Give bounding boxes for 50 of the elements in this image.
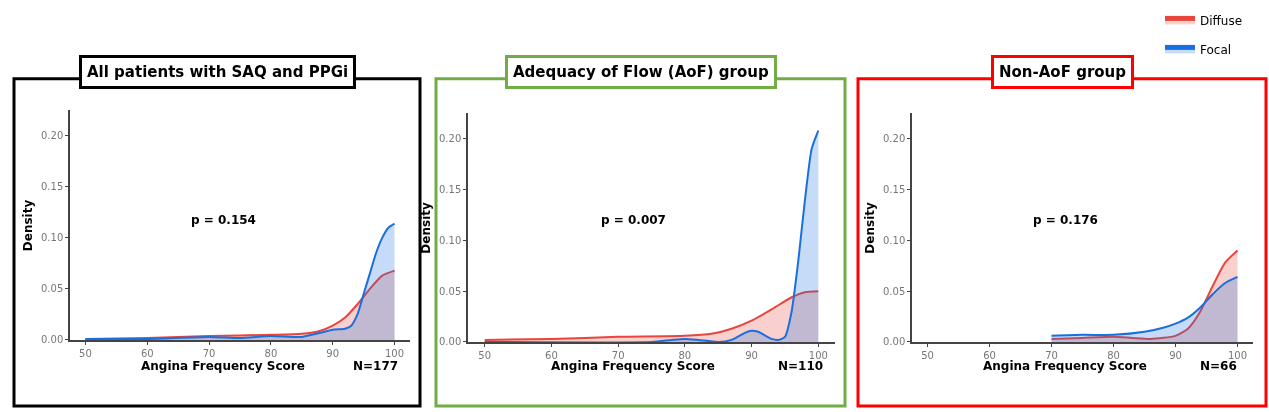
y-tick-label: 0.00 (882, 336, 906, 348)
text: N=110 (778, 359, 824, 373)
x-axis-title: Angina Frequency Score (141, 359, 305, 373)
x-tick-label: 70 (202, 347, 216, 359)
x-tick-label: 70 (611, 349, 625, 361)
legend-label: Focal (1200, 43, 1232, 58)
y-tick-label: 0.15 (882, 184, 906, 196)
y-tick-label: 0.05 (882, 285, 906, 297)
x-tick-label: 60 (545, 349, 558, 361)
y-tick-label: 0.10 (438, 234, 462, 246)
y-axis-title: Density (863, 202, 878, 254)
y-tick-label: 0.10 (40, 232, 64, 244)
annotation: p = 0.176 (1033, 213, 1098, 227)
y-tick-label: 0.15 (40, 181, 64, 193)
y-tick-label: 0.20 (40, 130, 64, 142)
y-tick-label: 0.10 (882, 234, 906, 246)
x-tick-label: 90 (745, 349, 758, 361)
y-axis-title: Density (20, 199, 35, 252)
y-tick-label: 0.20 (882, 133, 906, 145)
text: N=66 (1200, 359, 1237, 373)
annotation: p = 0.154 (191, 213, 256, 227)
y-tick-label: 0.15 (438, 184, 462, 196)
legend-label: Diffuse (1200, 14, 1243, 29)
x-tick-label: 60 (983, 349, 996, 361)
y-axis-title: Density (419, 202, 434, 254)
x-tick-label: 100 (1227, 349, 1248, 361)
x-axis-title: Angina Frequency Score (551, 359, 715, 373)
annotation: p = 0.007 (601, 213, 666, 227)
x-axis-title: Angina Frequency Score (983, 359, 1147, 373)
x-tick-label: 80 (1107, 349, 1120, 361)
x-tick-label: 100 (385, 347, 405, 359)
x-tick-label: 100 (808, 349, 828, 361)
x-tick-label: 50 (921, 349, 934, 361)
x-tick-label: 80 (264, 347, 278, 359)
x-tick-label: 50 (79, 347, 92, 359)
x-tick-label: 80 (678, 349, 692, 361)
y-tick-label: 0.00 (438, 336, 462, 348)
chart-title: All patients with SAQ and PPGi (87, 63, 349, 81)
y-tick-label: 0.05 (40, 283, 64, 295)
y-tick-label: 0.00 (40, 334, 64, 346)
chart-title: Adequacy of Flow (AoF) group (513, 63, 769, 81)
text: N=177 (353, 359, 399, 373)
x-tick-label: 90 (326, 347, 340, 359)
x-tick-label: 50 (478, 349, 492, 361)
x-tick-label: 90 (1169, 349, 1182, 361)
y-tick-label: 0.05 (438, 285, 462, 297)
x-tick-label: 70 (1045, 349, 1058, 361)
x-tick-label: 60 (140, 347, 154, 359)
chart-title: Non-AoF group (999, 63, 1127, 81)
y-tick-label: 0.20 (438, 133, 462, 145)
